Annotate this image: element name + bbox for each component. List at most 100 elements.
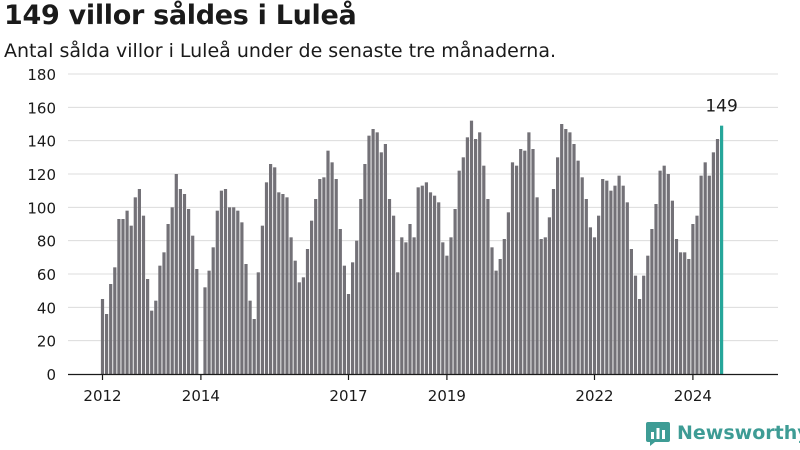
bar <box>379 152 383 374</box>
bar <box>687 259 691 374</box>
chart-title: 149 villor såldes i Luleå <box>4 0 357 31</box>
bar <box>133 197 137 374</box>
bar <box>363 164 367 374</box>
bar <box>359 199 363 374</box>
bar <box>584 199 588 374</box>
bar <box>646 255 650 374</box>
bar <box>342 265 346 374</box>
bar <box>318 179 322 374</box>
newsworthy-logo-icon <box>646 422 670 446</box>
bar <box>228 207 232 374</box>
bar <box>400 237 404 374</box>
bar <box>658 170 662 374</box>
bar <box>674 239 679 374</box>
bar <box>625 202 629 374</box>
bar <box>338 229 342 374</box>
bar <box>346 294 351 374</box>
bar <box>310 220 314 374</box>
bar <box>695 215 699 374</box>
bar <box>445 255 449 374</box>
bar <box>256 272 260 374</box>
bar <box>662 165 666 374</box>
bar <box>416 187 420 374</box>
bar <box>531 149 535 374</box>
bar <box>240 222 244 374</box>
bar <box>269 164 273 374</box>
bar <box>314 199 318 374</box>
bar <box>633 275 638 374</box>
bar <box>465 137 469 374</box>
bar <box>494 270 498 374</box>
bar <box>178 189 182 374</box>
bar <box>711 152 715 374</box>
bar <box>301 277 305 374</box>
bar <box>330 162 334 374</box>
bar <box>404 242 408 374</box>
x-tick-label: 2022 <box>575 387 613 405</box>
bar <box>650 229 654 374</box>
y-tick-label: 0 <box>46 366 56 384</box>
bar <box>556 157 560 374</box>
bar <box>437 202 441 374</box>
bar <box>424 182 428 374</box>
x-tick-label: 2012 <box>83 387 121 405</box>
bar <box>510 162 515 374</box>
bar <box>478 132 482 374</box>
bar <box>408 224 412 374</box>
bar <box>113 267 117 374</box>
bar <box>691 224 695 374</box>
bar <box>383 144 387 374</box>
bar <box>453 209 457 374</box>
bar <box>543 237 547 374</box>
bar <box>412 237 416 374</box>
bar <box>535 197 539 374</box>
bar <box>117 219 121 374</box>
bar <box>223 189 228 374</box>
bar <box>572 144 576 374</box>
bar <box>260 225 264 374</box>
bar <box>392 215 396 374</box>
chart-subtitle: Antal sålda villor i Luleå under de sena… <box>4 40 557 62</box>
bar <box>334 179 338 374</box>
bar <box>490 247 494 374</box>
bar <box>396 272 400 374</box>
bar <box>285 197 289 374</box>
bar <box>670 200 674 374</box>
bar <box>305 249 310 374</box>
bar <box>174 174 178 374</box>
brand-name: Newsworthy <box>677 422 800 444</box>
bar <box>592 237 597 374</box>
bar <box>244 264 248 374</box>
bar <box>539 239 543 374</box>
bar-highlight <box>720 125 724 375</box>
bar <box>601 179 605 374</box>
y-tick-label: 20 <box>37 333 56 351</box>
bar <box>498 259 502 374</box>
bar <box>367 135 371 374</box>
x-tick-label: 2014 <box>182 387 220 405</box>
bar <box>351 262 355 374</box>
bar <box>715 139 720 374</box>
bar <box>105 314 109 374</box>
bar <box>277 192 281 374</box>
bar <box>441 242 445 374</box>
bar <box>170 207 174 374</box>
y-tick-label: 80 <box>37 233 56 251</box>
bar <box>158 265 162 374</box>
bar <box>502 239 506 374</box>
bar <box>629 249 633 374</box>
bar <box>683 252 687 374</box>
bar <box>355 240 359 374</box>
bar <box>597 215 601 374</box>
bar <box>154 300 158 374</box>
bar <box>461 157 465 374</box>
highlight-value-label: 149 <box>705 97 737 117</box>
bar <box>449 237 453 374</box>
bar <box>162 252 166 374</box>
bar <box>166 224 170 374</box>
bar <box>457 170 461 374</box>
bar <box>289 237 293 374</box>
bar <box>474 139 478 374</box>
bar <box>588 227 592 374</box>
bar <box>121 219 125 374</box>
